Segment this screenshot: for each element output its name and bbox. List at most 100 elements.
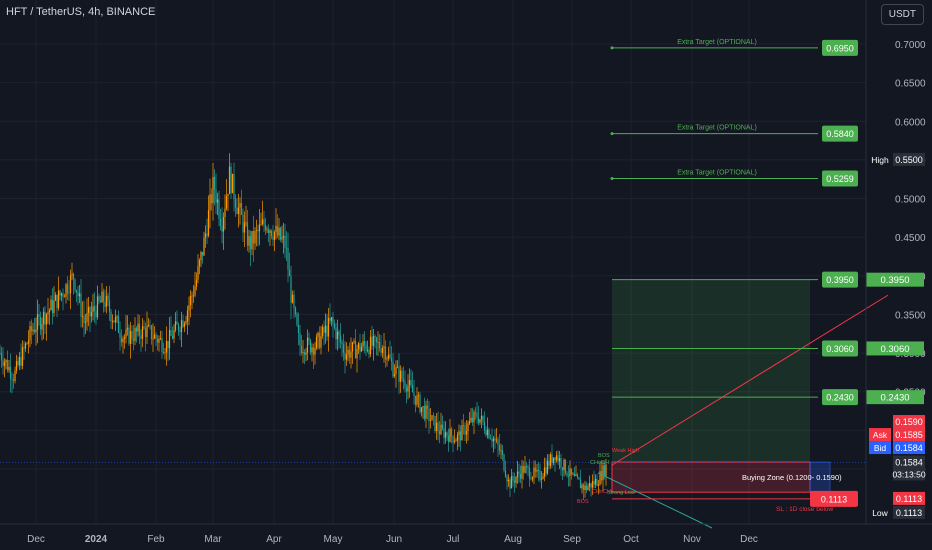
candle-body — [455, 440, 457, 442]
candle-body — [95, 310, 97, 318]
candle-body — [599, 471, 601, 485]
candle-body — [69, 275, 72, 294]
candle-body — [285, 247, 288, 249]
candle-body — [123, 337, 126, 340]
candle-body — [57, 290, 60, 309]
last-price-badge — [893, 455, 925, 481]
candle-body — [98, 296, 100, 301]
candle-body — [84, 321, 87, 323]
take-profit-badge — [822, 389, 858, 406]
candle-body — [89, 307, 91, 317]
x-tick-label: Dec — [27, 534, 45, 545]
candle-body — [588, 483, 591, 487]
candle-body — [29, 326, 31, 341]
extra-target-anchor — [610, 132, 614, 136]
candle-body — [219, 218, 222, 227]
candle-body — [222, 217, 225, 232]
symbol-title[interactable]: HFT / TetherUS, 4h, BINANCE — [6, 6, 156, 18]
candle-body — [485, 430, 487, 436]
candle-body — [279, 227, 282, 240]
candle-body — [470, 417, 472, 422]
candle-body — [405, 387, 408, 392]
candle-body — [140, 335, 142, 339]
candle-body — [561, 467, 564, 471]
candle-body — [194, 286, 196, 296]
extra-target-anchor — [610, 177, 614, 181]
candle-body — [96, 296, 99, 318]
zone-top-price: 0.1590 — [895, 417, 923, 427]
candle-body — [116, 316, 118, 318]
candle-body — [315, 336, 318, 349]
x-tick-label: Nov — [683, 534, 701, 545]
x-tick-label: Feb — [147, 534, 165, 545]
candle-body — [375, 337, 378, 343]
x-tick-label: Mar — [204, 534, 222, 545]
candle-body — [408, 380, 411, 386]
trendline-up — [611, 294, 889, 466]
zone-top-badge — [893, 415, 925, 429]
candle-body — [147, 324, 150, 326]
candle-body — [365, 344, 367, 351]
candle-body — [179, 330, 181, 333]
candle-body — [30, 326, 33, 332]
candle-body — [293, 294, 295, 308]
candle-body — [213, 176, 216, 190]
candle-body — [227, 194, 229, 197]
candle-body — [44, 311, 46, 325]
candle-body — [345, 354, 348, 360]
candle-body — [461, 425, 463, 441]
candle-body — [42, 311, 45, 324]
candle-body — [441, 424, 444, 429]
candle-body — [474, 412, 477, 413]
candle-body — [51, 299, 54, 313]
candle-body — [291, 294, 294, 303]
candle-body — [86, 312, 88, 322]
candle-body — [350, 351, 352, 358]
bid-badge — [893, 441, 925, 455]
candle-body — [209, 194, 211, 211]
candle-body — [423, 406, 426, 419]
candle-body — [90, 312, 93, 317]
candle-body — [288, 269, 291, 277]
currency-button[interactable]: USDT — [880, 4, 924, 25]
structure-label: CHoCH — [590, 460, 609, 466]
candle-body — [324, 325, 327, 333]
candle-body — [383, 346, 385, 349]
candle-body — [114, 316, 117, 323]
extra-target-badge — [822, 170, 858, 187]
candle-body — [396, 366, 399, 368]
candle-body — [527, 466, 529, 468]
candle-body — [258, 224, 261, 232]
candle-body — [518, 471, 520, 474]
candle-body — [149, 324, 151, 326]
candle-body — [2, 360, 4, 366]
candle-body — [276, 225, 279, 236]
candle-body — [449, 428, 451, 442]
candle-body — [576, 474, 579, 478]
candle-body — [581, 484, 583, 489]
candle-body — [555, 455, 558, 461]
candle-body — [512, 476, 514, 481]
candle-body — [306, 337, 309, 353]
candle-body — [159, 338, 162, 340]
candle-body — [323, 327, 325, 333]
candle-body — [108, 300, 111, 312]
candle-body — [245, 222, 247, 224]
candle-body — [246, 222, 249, 246]
take-profit-badge — [822, 271, 858, 288]
candle-body — [300, 345, 303, 353]
candle-body — [471, 417, 474, 423]
candle-body — [36, 314, 39, 330]
axis-price-badge — [866, 390, 924, 405]
candle-body — [146, 325, 148, 337]
y-tick-label: 0.6000 — [895, 117, 926, 128]
candle-body — [536, 469, 538, 472]
candle-body — [366, 349, 369, 351]
candle-body — [14, 370, 16, 381]
candle-body — [74, 279, 76, 290]
candle-body — [144, 328, 147, 337]
candle-body — [582, 484, 585, 491]
y-tick-label: 0.3500 — [895, 310, 926, 321]
candle-body — [410, 380, 412, 385]
